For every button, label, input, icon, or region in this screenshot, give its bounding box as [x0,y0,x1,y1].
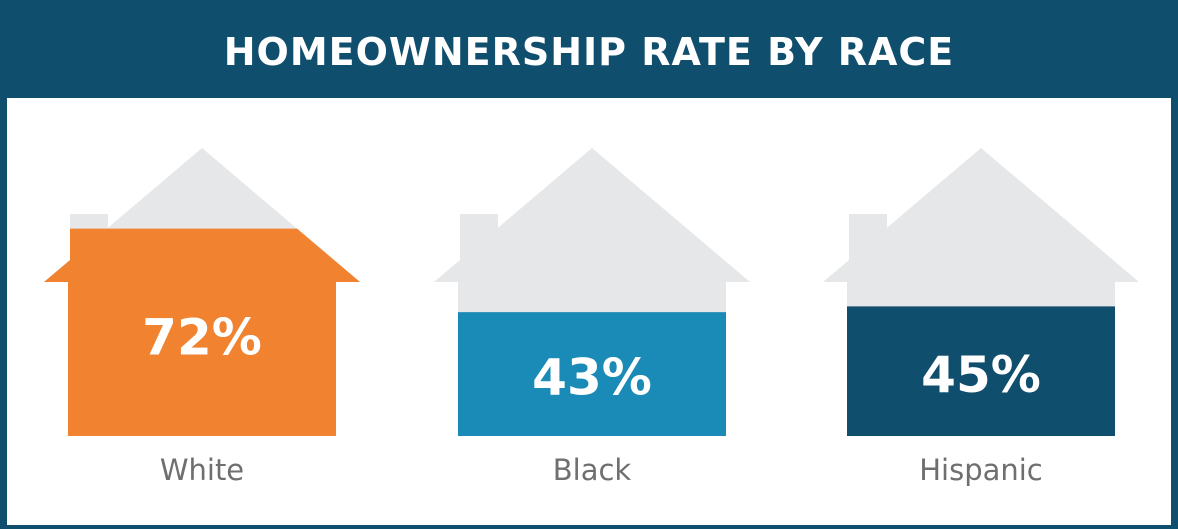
fill-group [44,228,1139,436]
bar-white [44,228,360,436]
title-banner: HOMEOWNERSHIP RATE BY RACE [0,0,1178,98]
bar-hispanic [823,306,1139,436]
chart-title: HOMEOWNERSHIP RATE BY RACE [223,30,955,74]
value-label-white: 72% [142,308,262,366]
category-label-black: Black [553,453,632,487]
label-group: 72% White 43% Black 45% Hispanic [142,308,1043,487]
value-label-black: 43% [532,349,652,407]
category-label-hispanic: Hispanic [919,453,1043,487]
bar-black [434,312,750,436]
value-label-hispanic: 45% [921,346,1041,404]
category-label-white: White [160,453,244,487]
